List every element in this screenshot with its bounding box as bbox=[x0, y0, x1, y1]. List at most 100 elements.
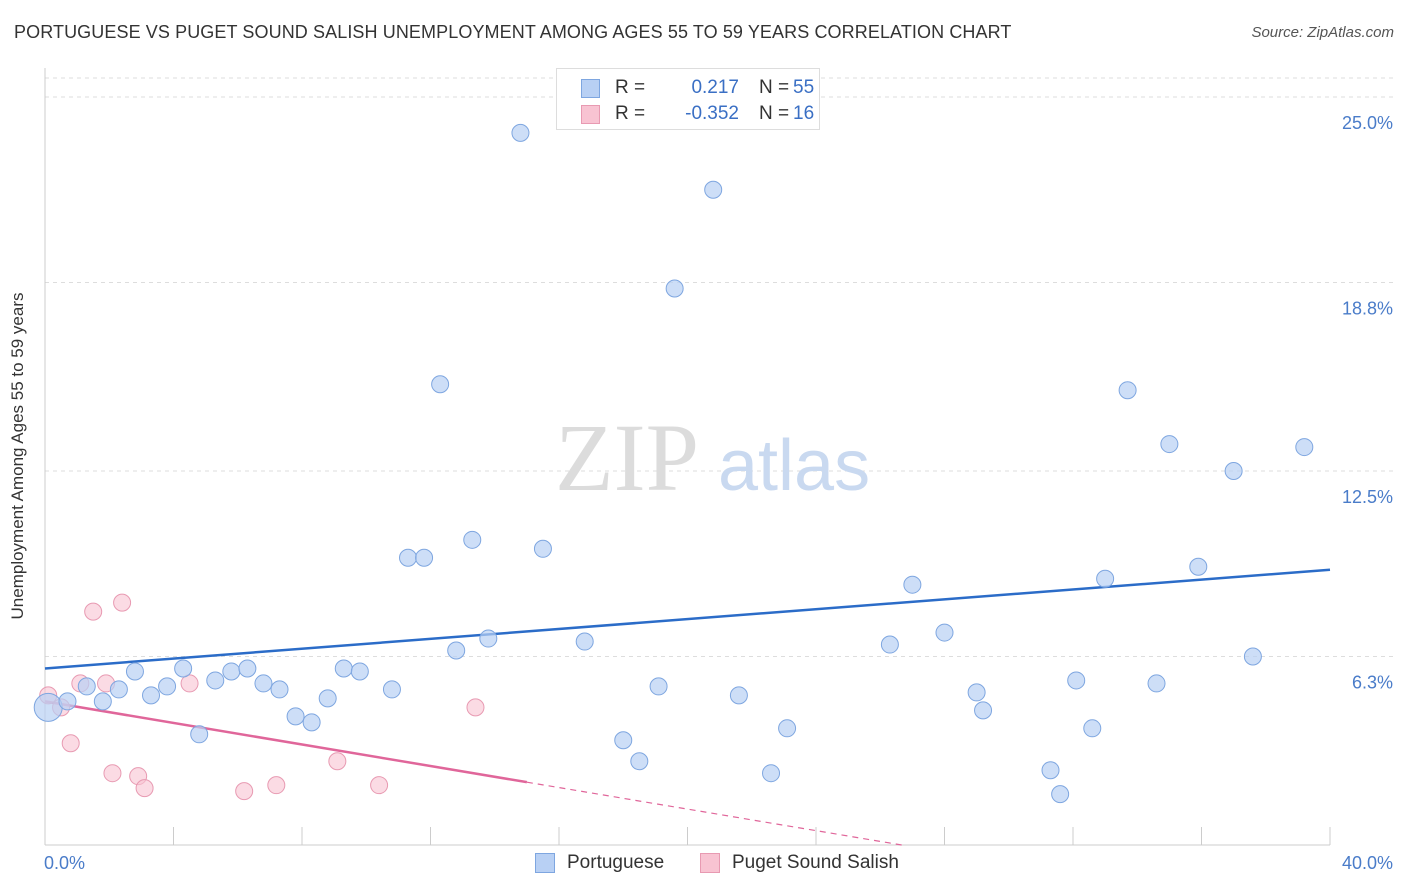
trend-line-salish-extension bbox=[526, 781, 902, 846]
point-portuguese bbox=[302, 713, 321, 732]
watermark-atlas: atlas bbox=[718, 426, 870, 506]
legend-n-label: N = bbox=[759, 103, 790, 124]
bottom-legend-label-portuguese: Portuguese bbox=[567, 852, 665, 873]
point-portuguese bbox=[1118, 381, 1137, 400]
point-portuguese bbox=[974, 701, 993, 720]
point-portuguese bbox=[190, 725, 209, 744]
y-tick-label: 6.3% bbox=[1352, 673, 1393, 693]
point-portuguese bbox=[222, 662, 241, 681]
point-portuguese bbox=[254, 674, 273, 693]
point-portuguese bbox=[729, 686, 748, 705]
point-portuguese bbox=[33, 692, 63, 722]
point-portuguese bbox=[1051, 785, 1070, 804]
trend-line-portuguese bbox=[44, 568, 1331, 670]
x-tick-label: 0.0% bbox=[44, 853, 85, 873]
point-portuguese bbox=[142, 686, 161, 705]
source-credit: Source: ZipAtlas.com bbox=[1251, 24, 1394, 41]
point-salish bbox=[235, 782, 254, 801]
point-portuguese bbox=[93, 692, 112, 711]
legend-n-portuguese: 55 bbox=[793, 77, 815, 98]
point-portuguese bbox=[415, 548, 434, 567]
point-portuguese bbox=[1147, 674, 1166, 693]
point-portuguese bbox=[935, 623, 954, 642]
legend-r-salish: -0.352 bbox=[685, 103, 739, 124]
point-portuguese bbox=[903, 575, 922, 594]
point-portuguese bbox=[463, 530, 482, 549]
point-portuguese bbox=[575, 632, 594, 651]
point-portuguese bbox=[382, 680, 401, 699]
point-portuguese bbox=[158, 677, 177, 696]
bottom-legend-label-salish: Puget Sound Salish bbox=[732, 852, 899, 873]
y-tick-label: 12.5% bbox=[1342, 487, 1393, 507]
y-axis-label: Unemployment Among Ages 55 to 59 years bbox=[8, 292, 27, 620]
point-portuguese bbox=[1160, 435, 1179, 454]
point-portuguese bbox=[533, 539, 552, 558]
point-salish bbox=[61, 734, 80, 753]
point-salish bbox=[180, 674, 199, 693]
bottom-legend-swatch-salish bbox=[700, 853, 720, 873]
point-portuguese bbox=[174, 659, 193, 678]
point-portuguese bbox=[665, 279, 684, 298]
point-portuguese bbox=[318, 689, 337, 708]
point-portuguese bbox=[350, 662, 369, 681]
point-portuguese bbox=[270, 680, 289, 699]
legend-n-salish: 16 bbox=[793, 103, 815, 124]
point-portuguese bbox=[479, 629, 498, 648]
x-tick-label: 40.0% bbox=[1342, 853, 1393, 873]
bottom-legend-salish: Puget Sound Salish bbox=[700, 852, 920, 876]
point-salish bbox=[370, 776, 389, 795]
point-portuguese bbox=[1096, 569, 1115, 588]
point-portuguese bbox=[399, 548, 418, 567]
point-portuguese bbox=[334, 659, 353, 678]
point-portuguese bbox=[649, 677, 668, 696]
point-portuguese bbox=[58, 692, 77, 711]
trend-line-salish bbox=[44, 700, 528, 784]
legend-swatch-portuguese bbox=[581, 79, 600, 98]
point-salish bbox=[328, 752, 347, 771]
point-salish bbox=[135, 779, 154, 798]
point-portuguese bbox=[880, 635, 899, 654]
point-portuguese bbox=[1083, 719, 1102, 738]
point-portuguese bbox=[511, 123, 530, 142]
point-portuguese bbox=[630, 752, 649, 771]
point-portuguese bbox=[1189, 557, 1208, 576]
axes bbox=[44, 68, 1331, 846]
point-portuguese bbox=[1067, 671, 1086, 690]
point-portuguese bbox=[238, 659, 257, 678]
point-salish bbox=[113, 593, 132, 612]
watermark: ZIP atlas bbox=[555, 404, 870, 511]
bottom-legend-swatch-portuguese bbox=[535, 853, 555, 873]
legend-r-label: R = bbox=[615, 77, 646, 98]
point-portuguese bbox=[1041, 761, 1060, 780]
legend-r-portuguese: 0.217 bbox=[691, 77, 739, 98]
point-portuguese bbox=[447, 641, 466, 660]
point-salish bbox=[103, 764, 122, 783]
point-salish bbox=[466, 698, 485, 717]
legend-swatch-salish bbox=[581, 105, 600, 124]
point-portuguese bbox=[109, 680, 128, 699]
point-portuguese bbox=[125, 662, 144, 681]
point-portuguese bbox=[1243, 647, 1262, 666]
point-portuguese bbox=[704, 180, 723, 199]
legend-r-label: R = bbox=[615, 103, 646, 124]
point-portuguese bbox=[762, 764, 781, 783]
data-points bbox=[33, 123, 1314, 804]
point-portuguese bbox=[431, 375, 450, 394]
trend-lines bbox=[44, 568, 1331, 846]
point-salish bbox=[267, 776, 286, 795]
point-salish bbox=[84, 602, 103, 621]
stats-legend: R = 0.217 N = 55 R = -0.352 N = 16 bbox=[556, 68, 820, 130]
point-portuguese bbox=[1295, 438, 1314, 457]
point-portuguese bbox=[967, 683, 986, 702]
point-portuguese bbox=[206, 671, 225, 690]
chart-title: PORTUGUESE VS PUGET SOUND SALISH UNEMPLO… bbox=[14, 22, 1012, 42]
point-portuguese bbox=[286, 707, 305, 726]
point-portuguese bbox=[778, 719, 797, 738]
point-portuguese bbox=[77, 677, 96, 696]
bottom-legend-portuguese: Portuguese bbox=[535, 852, 685, 876]
watermark-zip: ZIP bbox=[555, 404, 699, 511]
y-tick-label: 18.8% bbox=[1342, 299, 1393, 319]
tick-labels: 6.3% 12.5% 18.8% 25.0% 0.0% 40.0% bbox=[44, 113, 1393, 873]
point-portuguese bbox=[614, 731, 633, 750]
